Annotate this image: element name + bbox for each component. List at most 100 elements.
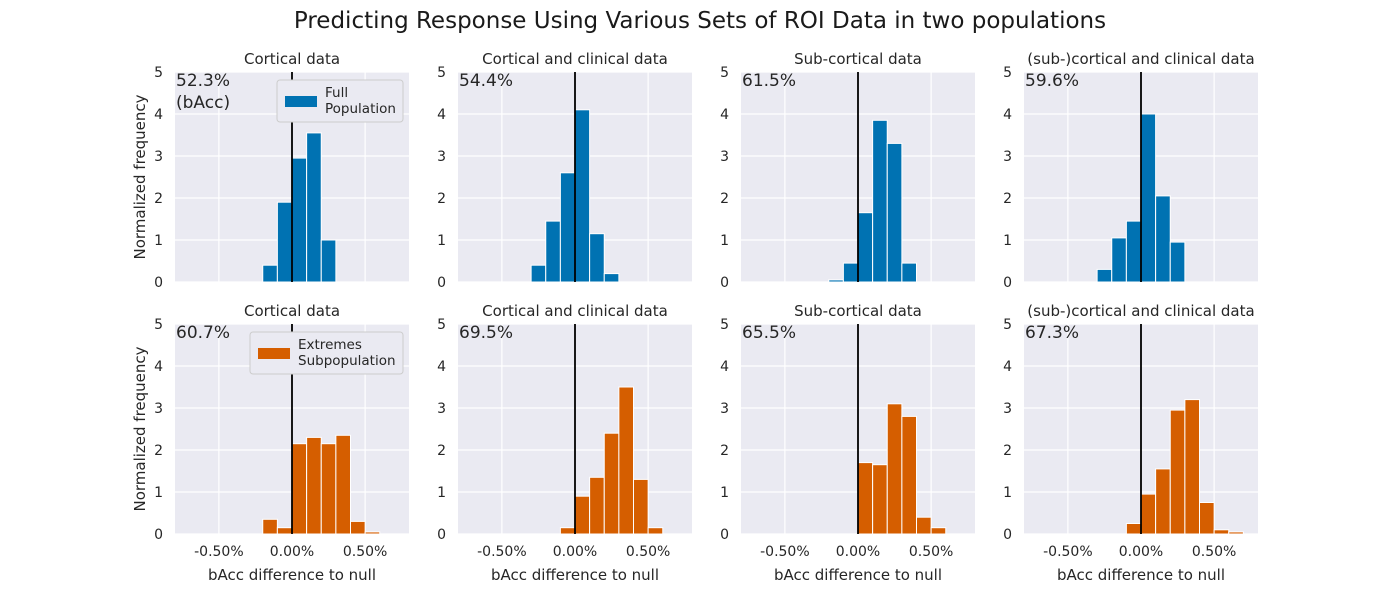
histogram-bar — [647, 527, 664, 535]
histogram-bar — [901, 262, 917, 283]
histogram-bar — [320, 443, 337, 535]
accuracy-annotation: 67.3% — [1025, 323, 1079, 343]
accuracy-annotation: 54.4% — [459, 71, 513, 91]
y-tick-label: 5 — [1003, 65, 1012, 81]
histogram-bar — [872, 119, 888, 283]
legend-box — [249, 331, 404, 375]
subplot-title: Cortical and clinical data — [482, 50, 668, 68]
subplot-title: Sub-cortical data — [794, 50, 922, 68]
y-axis-label: Normalized frequency — [131, 94, 149, 259]
y-tick-label: 1 — [1003, 233, 1012, 249]
y-tick-label: 3 — [437, 401, 446, 417]
histogram-bar — [857, 212, 874, 283]
histogram-bar — [320, 239, 337, 283]
x-tick-label: -0.50% — [1043, 544, 1093, 560]
y-tick-label: 3 — [437, 149, 446, 165]
y-tick-label: 1 — [154, 233, 163, 249]
y-tick-label: 3 — [154, 401, 163, 417]
histogram-bar — [262, 264, 278, 283]
subplot-5: 0 1 2 3 4 5 -0.50% 0.00% 0.50% Cortical data Norma… — [131, 302, 409, 584]
y-tick-label: 5 — [720, 317, 729, 333]
y-tick-label: 4 — [154, 107, 163, 123]
y-tick-label: 2 — [720, 191, 729, 207]
x-axis-label: bAcc difference to null — [208, 566, 376, 584]
y-tick-label: 4 — [437, 359, 446, 375]
y-tick-label: 1 — [437, 233, 446, 249]
histogram-bar — [618, 386, 634, 535]
histogram-bar — [1096, 268, 1113, 283]
histogram-bar — [306, 132, 322, 283]
y-tick-label: 0 — [154, 527, 163, 543]
x-axis-label: bAcc difference to null — [491, 566, 659, 584]
accuracy-annotation: 59.6% — [1025, 71, 1079, 91]
histogram-bar — [559, 172, 576, 283]
histogram-bar — [291, 443, 308, 535]
legend-label: Extremes — [298, 337, 362, 353]
y-tick-label: 5 — [1003, 317, 1012, 333]
figure-title: Predicting Response Using Various Sets o… — [293, 8, 1107, 34]
histogram-bar — [589, 476, 605, 535]
histogram-bar — [633, 478, 649, 535]
histogram-bar — [1184, 399, 1200, 535]
accuracy-annotation: 60.7% — [176, 323, 230, 343]
histogram-bar — [857, 462, 874, 535]
subplot-3: 0 1 2 3 4 5 Sub-cortical data 61.5% — [720, 50, 975, 291]
subplot-1: 0 1 2 3 4 5 Cortical data Normalized frequency 5… — [131, 50, 409, 291]
histogram-bar — [1169, 409, 1186, 535]
y-tick-label: 5 — [154, 317, 163, 333]
histogram-bar — [306, 436, 322, 535]
histogram-bar — [364, 531, 381, 535]
y-axis-label: Normalized frequency — [131, 346, 149, 511]
subplot-title: Cortical and clinical data — [482, 302, 668, 320]
accuracy-annotation: 52.3% — [176, 71, 230, 91]
subplot-title: Cortical data — [244, 302, 340, 320]
y-tick-label: 5 — [154, 65, 163, 81]
accuracy-annotation: 69.5% — [459, 323, 513, 343]
y-tick-label: 4 — [1003, 359, 1012, 375]
x-tick-label: -0.50% — [477, 544, 527, 560]
y-tick-label: 0 — [720, 275, 729, 291]
histogram-bar — [901, 415, 917, 535]
histogram-bar — [872, 464, 888, 535]
histogram-bar — [335, 434, 351, 535]
y-tick-label: 4 — [720, 107, 729, 123]
y-tick-label: 3 — [1003, 149, 1012, 165]
y-tick-label: 4 — [154, 359, 163, 375]
histogram-bar — [1155, 468, 1171, 535]
legend-label: Subpopulation — [298, 353, 396, 369]
y-tick-label: 3 — [1003, 401, 1012, 417]
histogram-bar — [545, 220, 561, 283]
legend-label: Population — [325, 101, 396, 117]
y-tick-label: 1 — [720, 485, 729, 501]
histogram-bar — [1213, 529, 1230, 535]
accuracy-annotation: 61.5% — [742, 71, 796, 91]
histogram-bar — [1199, 502, 1215, 535]
subplot-title: Sub-cortical data — [794, 302, 922, 320]
histogram-bar — [589, 233, 605, 283]
y-tick-label: 3 — [154, 149, 163, 165]
histogram-bar — [1111, 237, 1127, 283]
subplot-4: 0 1 2 3 4 5 (sub-)cortical and clinical data 59… — [1003, 50, 1258, 291]
y-tick-label: 3 — [720, 149, 729, 165]
y-tick-label: 0 — [1003, 527, 1012, 543]
y-tick-label: 1 — [720, 233, 729, 249]
histogram-bar — [276, 527, 293, 535]
y-tick-label: 5 — [437, 317, 446, 333]
y-tick-label: 5 — [720, 65, 729, 81]
subplot-2: 0 1 2 3 4 5 Cortical and clinical data 54.4% — [437, 50, 692, 291]
y-tick-label: 0 — [154, 275, 163, 291]
y-tick-label: 4 — [437, 107, 446, 123]
y-tick-label: 0 — [720, 527, 729, 543]
subplot-title: (sub-)cortical and clinical data — [1027, 302, 1254, 320]
histogram-bar — [559, 527, 576, 535]
y-tick-label: 4 — [1003, 107, 1012, 123]
histogram-bar — [291, 157, 308, 283]
x-axis-label: bAcc difference to null — [1057, 566, 1225, 584]
x-tick-label: -0.50% — [194, 544, 244, 560]
histogram-bar — [262, 518, 278, 535]
histogram-bar — [350, 520, 366, 535]
legend-box — [276, 79, 404, 123]
